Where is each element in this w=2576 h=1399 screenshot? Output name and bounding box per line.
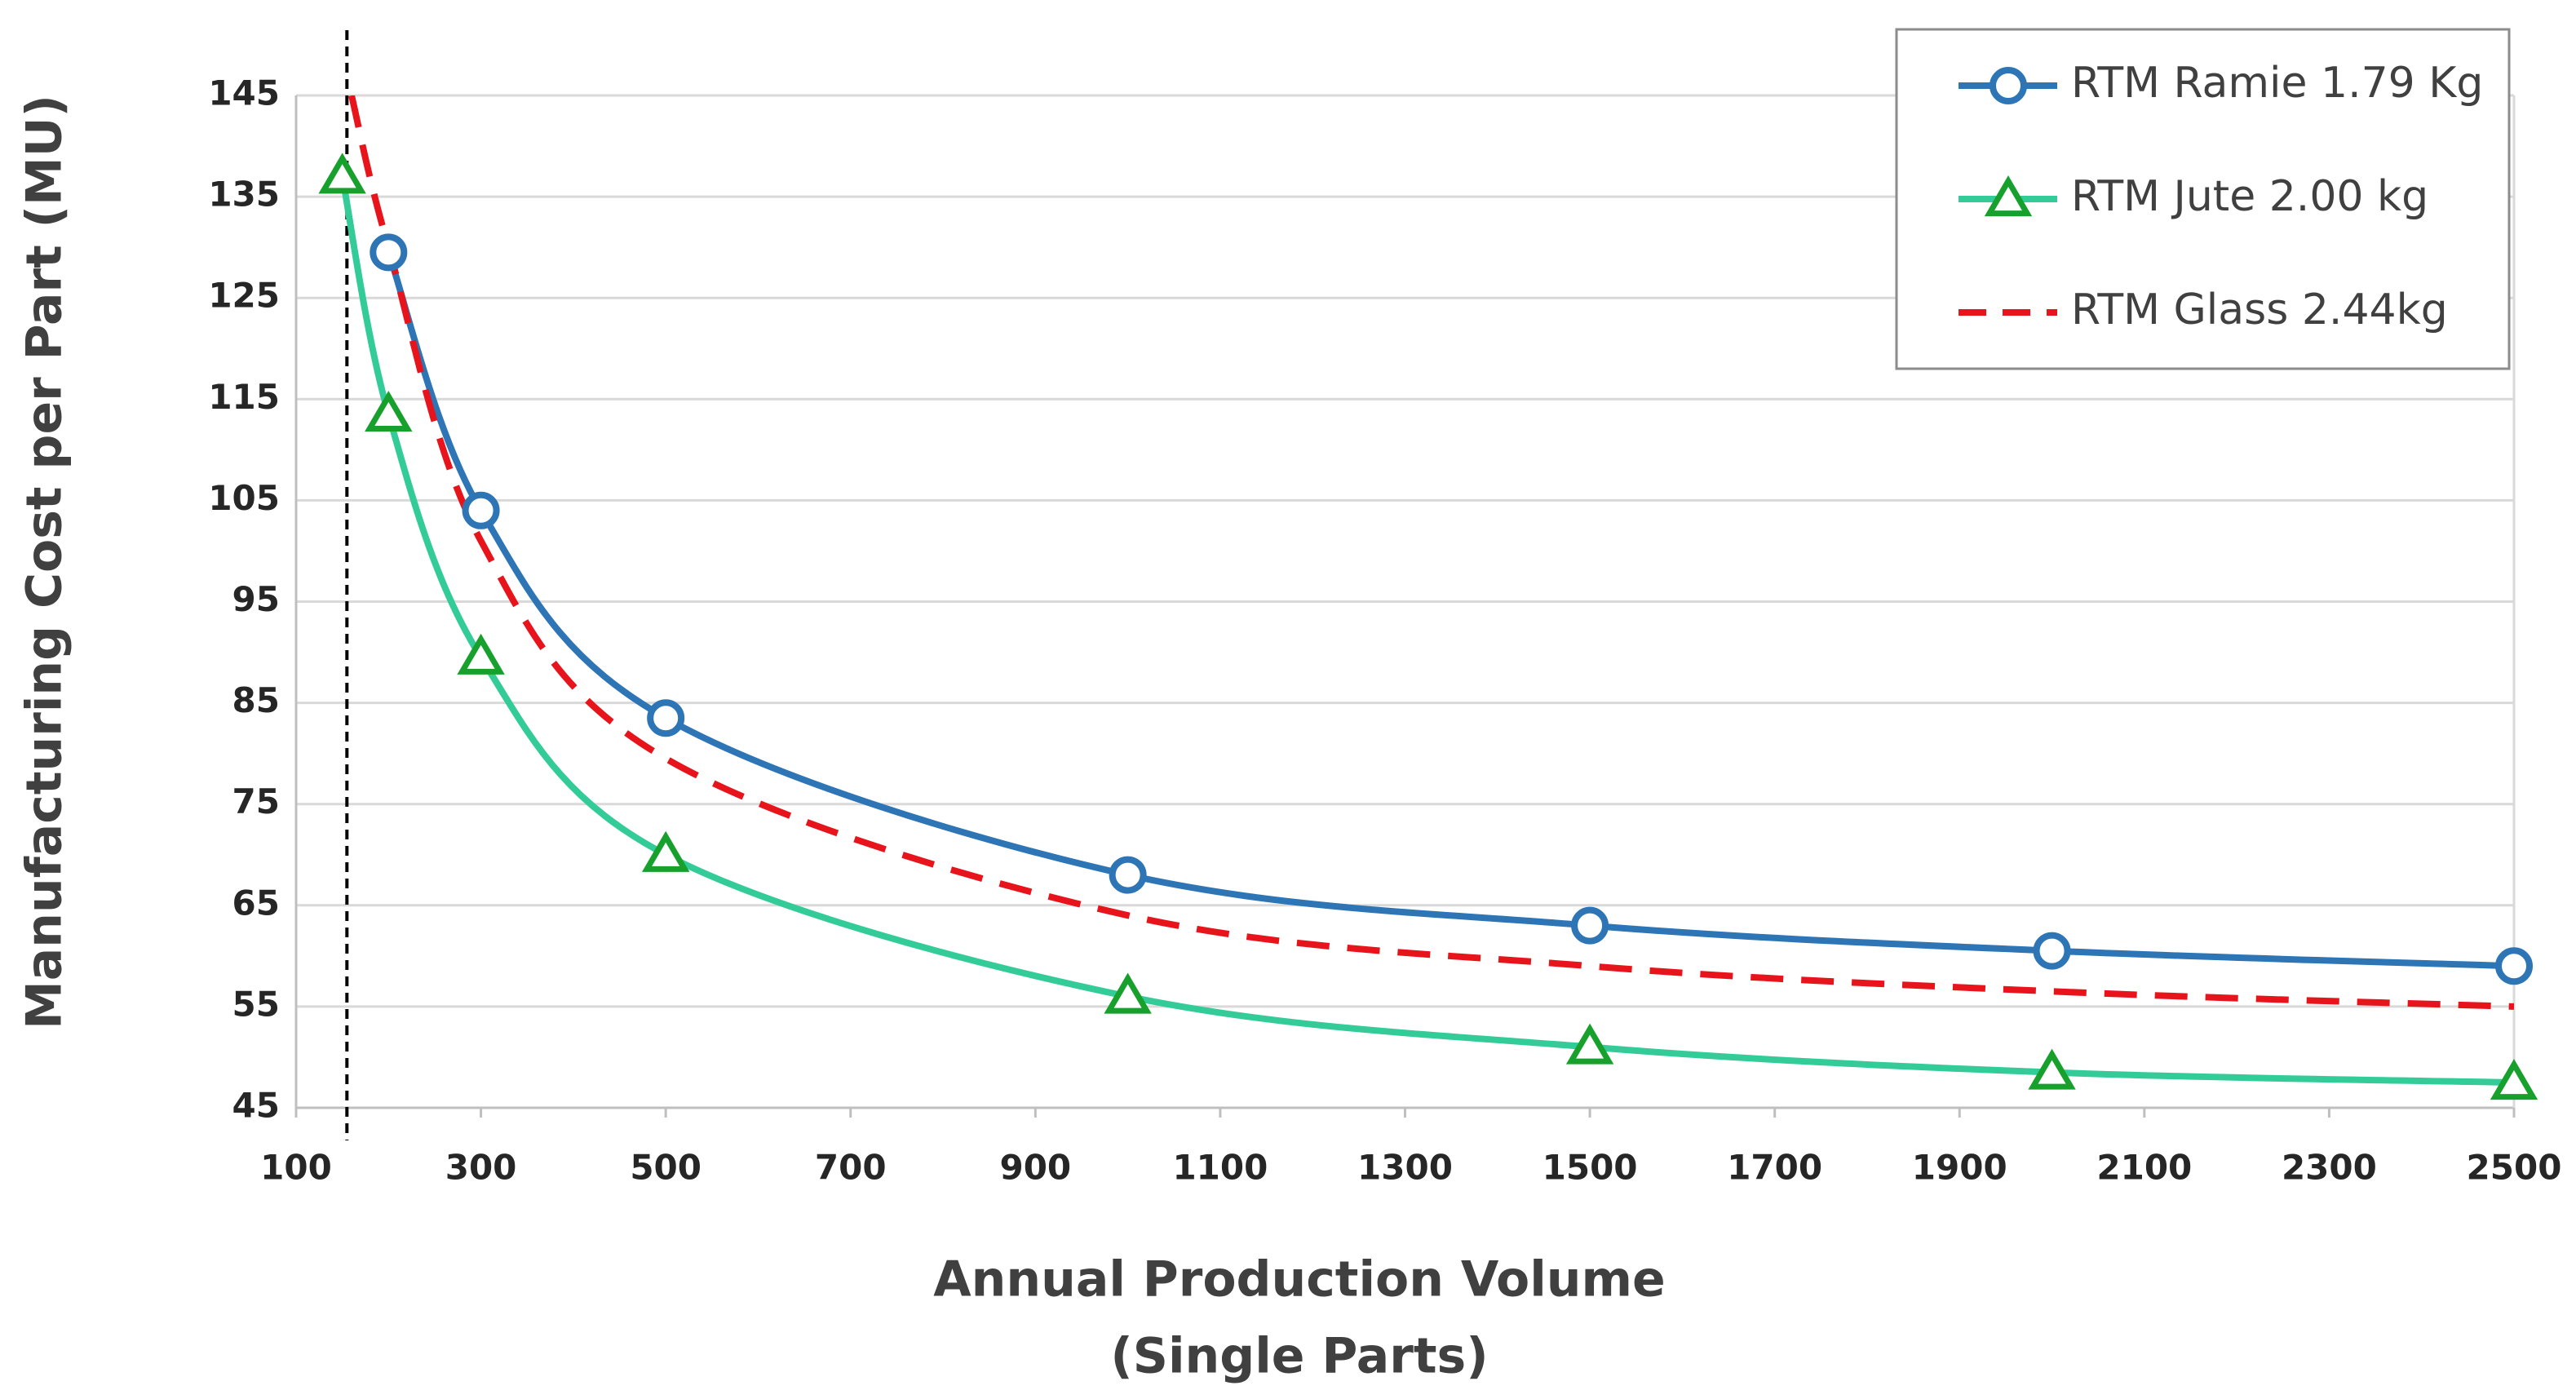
data-point (457, 633, 505, 675)
x-tick-label: 500 (630, 1148, 702, 1188)
data-point (2028, 1048, 2076, 1090)
y-tick-label: 135 (208, 175, 280, 215)
x-axis-label: Annual Production Volume (933, 1251, 1665, 1308)
x-tick-label: 1300 (1357, 1148, 1453, 1188)
legend-label: RTM Ramie 1.79 Kg (2071, 59, 2483, 108)
data-point (647, 699, 685, 737)
x-tick-label: 1500 (1543, 1148, 1638, 1188)
data-point (2495, 947, 2533, 985)
y-tick-label: 105 (208, 478, 280, 518)
x-tick-label: 900 (999, 1148, 1071, 1188)
data-point (2490, 1059, 2538, 1100)
legend-label: RTM Jute 2.00 kg (2071, 172, 2428, 221)
data-point (2033, 932, 2071, 970)
legend-marker (1984, 175, 2033, 217)
data-point (1104, 972, 1152, 1014)
y-tick-label: 65 (232, 883, 280, 923)
x-tick-label: 2300 (2282, 1148, 2377, 1188)
x-tick-label: 1900 (1912, 1148, 2007, 1188)
y-tick-label: 85 (232, 680, 280, 720)
y-tick-label: 95 (232, 579, 280, 619)
y-tick-label: 125 (208, 276, 280, 316)
x-tick-label: 2500 (2467, 1148, 2562, 1188)
x-tick-label: 2100 (2096, 1148, 2192, 1188)
x-tick-label: 300 (445, 1148, 517, 1188)
data-point (318, 153, 366, 194)
legend-marker (1990, 67, 2027, 104)
x-tick-label: 1100 (1172, 1148, 1268, 1188)
data-point (1565, 1023, 1614, 1065)
legend-label: RTM Glass 2.44kg (2071, 286, 2448, 334)
y-tick-label: 115 (208, 377, 280, 417)
x-tick-label: 700 (815, 1148, 887, 1188)
y-axis-label: Manufacturing Cost per Part (MU) (16, 95, 73, 1029)
data-point (365, 390, 413, 432)
x-tick-label: 1700 (1727, 1148, 1822, 1188)
y-tick-label: 45 (232, 1086, 280, 1126)
y-tick-label: 55 (232, 984, 280, 1024)
y-tick-label: 145 (208, 73, 280, 113)
x-axis-label: (Single Parts) (1110, 1328, 1488, 1385)
data-point (1109, 856, 1147, 894)
data-point (462, 491, 500, 529)
data-point (1571, 906, 1609, 945)
y-tick-label: 75 (232, 781, 280, 821)
data-point (370, 233, 408, 272)
data-point (641, 830, 690, 872)
series-line (348, 95, 2514, 1010)
x-tick-label: 100 (260, 1148, 332, 1188)
